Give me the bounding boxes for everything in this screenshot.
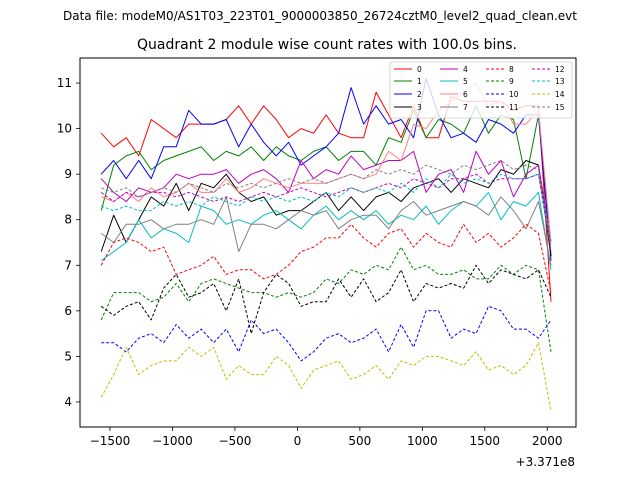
legend-label-9: 9	[509, 77, 514, 86]
series-line-4	[100, 150, 552, 243]
y-tick-label: 4	[64, 395, 72, 409]
series-line-7	[100, 196, 552, 266]
series-line-2	[100, 78, 552, 261]
legend-label-1: 1	[417, 77, 422, 86]
legend-label-15: 15	[555, 103, 565, 112]
series-line-10	[101, 305, 552, 362]
x-tick-label: 1500	[470, 434, 501, 448]
x-tick-label: 0	[294, 434, 302, 448]
legend-label-12: 12	[555, 65, 565, 74]
legend-label-0: 0	[417, 65, 422, 74]
x-tick-label: 2000	[532, 434, 563, 448]
legend-label-3: 3	[417, 103, 422, 112]
legend-label-13: 13	[555, 77, 565, 86]
legend-label-11: 11	[509, 103, 519, 112]
y-tick-label: 5	[64, 349, 72, 363]
series-line-8	[100, 223, 552, 293]
legend-label-8: 8	[509, 65, 514, 74]
suptitle: Data file: modeM0/AS1T03_223T01_90000038…	[63, 9, 577, 23]
series-line-13	[101, 173, 552, 248]
y-tick-label: 8	[64, 213, 72, 227]
series-line-11	[100, 264, 552, 335]
x-tick-label: −500	[218, 434, 251, 448]
y-tick-label: 10	[57, 122, 72, 136]
y-tick-label: 7	[64, 258, 72, 272]
series-line-12	[100, 173, 552, 252]
x-axis: −1500 −1000 −500 0 500 1000 1500 2000	[90, 427, 563, 448]
x-tick-label: −1000	[152, 434, 193, 448]
y-axis: 4 5 6 7 8 9 10 11	[57, 76, 80, 409]
y-tick-label: 6	[64, 304, 72, 318]
series-line-14	[100, 342, 552, 412]
legend-box	[389, 61, 573, 119]
legend-label-7: 7	[463, 103, 468, 112]
y-tick-label: 11	[57, 76, 72, 90]
series-group	[100, 78, 552, 412]
series-line-15	[101, 160, 552, 243]
series-line-9	[100, 246, 552, 352]
legend-label-2: 2	[417, 90, 422, 99]
x-tick-label: 1000	[407, 434, 438, 448]
chart-title: Quadrant 2 module wise count rates with …	[137, 37, 517, 53]
x-tick-label: 500	[348, 434, 371, 448]
legend-label-6: 6	[463, 90, 468, 99]
legend-label-10: 10	[509, 90, 519, 99]
legend-label-14: 14	[555, 90, 565, 99]
legend-label-4: 4	[463, 65, 468, 74]
axes-frame	[79, 57, 577, 428]
x-offset-text: +3.371e8	[516, 455, 575, 469]
y-tick-label: 9	[64, 167, 72, 181]
legend-label-5: 5	[463, 77, 468, 86]
x-tick-label: −1500	[90, 434, 131, 448]
